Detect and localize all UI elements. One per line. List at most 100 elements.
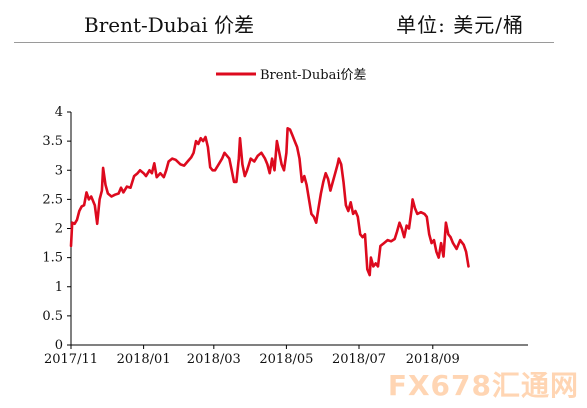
data-point [139,169,141,172]
data-point [253,160,256,163]
data-point [291,134,294,137]
data-point [88,198,90,201]
data-point [289,128,291,131]
x-tick-label: 2017/11 [44,352,98,367]
data-point [437,256,440,259]
data-point [467,265,470,268]
data-point [440,242,442,245]
data-point [202,140,205,143]
data-point [278,151,281,154]
data-point [256,154,259,157]
data-point [433,239,435,242]
chart-title: Brent-Dubai 价差 [84,13,255,37]
data-point [243,175,246,178]
data-point [315,221,318,224]
data-point [148,169,151,172]
data-point [430,242,433,245]
data-point [211,169,214,172]
data-point [293,140,296,143]
data-point [273,169,276,172]
data-point [102,167,104,169]
data-point [214,169,216,172]
data-point [359,233,362,236]
data-point [372,265,375,268]
series-line [69,127,470,277]
data-point [197,143,200,145]
data-point [459,239,462,242]
data-point [361,236,364,239]
data-point [167,160,170,163]
data-point [411,198,414,201]
data-point [192,151,195,154]
data-point [442,255,445,258]
data-point [301,181,303,183]
data-point [317,207,320,210]
chart-legend: Brent-Dubai价差 [216,68,366,83]
data-point [133,175,136,178]
data-point [136,172,139,175]
data-point [217,163,220,166]
data-point [345,204,347,207]
data-point [190,156,193,159]
data-point [331,181,334,183]
data-point [96,222,99,225]
data-point [110,195,113,198]
data-point [98,198,101,201]
data-point [228,157,231,160]
data-point [298,157,301,160]
data-point [410,210,413,212]
data-point [425,215,428,218]
data-point [230,169,233,172]
data-point [327,178,329,180]
x-tick-label: 2018/07 [332,352,386,367]
data-point [347,210,350,212]
data-point [207,146,209,148]
data-point [83,204,85,207]
data-point [383,242,385,245]
data-point [354,210,357,212]
data-point [233,181,235,183]
data-point [159,172,162,175]
data-point [447,233,450,236]
plot-area [69,127,470,277]
data-point [260,151,263,154]
data-point [340,163,343,166]
data-point [237,157,240,160]
data-point [151,172,153,175]
data-point [305,183,308,186]
data-point [276,140,278,143]
data-point [246,169,249,172]
data-point [155,176,158,179]
data-point [90,195,93,198]
data-point [104,183,107,186]
data-point [223,151,226,154]
y-tick-label: 2 [55,222,63,237]
data-point [356,215,359,218]
data-point [122,191,125,194]
watermark-logo: FX678汇通网 [387,369,579,402]
y-tick-label: 3 [55,163,63,178]
data-point [312,215,315,218]
data-point [85,191,88,194]
data-point [283,169,285,172]
data-point [296,146,298,148]
y-tick-label: 0.5 [42,309,63,324]
data-point [209,166,212,169]
data-point [268,172,271,175]
data-point [324,172,327,175]
data-point [416,213,419,215]
x-tick-label: 2018/01 [117,352,171,367]
data-point [101,189,103,192]
x-tick-label: 2018/05 [259,352,313,367]
data-point [334,172,337,175]
y-tick-label: 1.5 [42,251,63,266]
data-point [465,250,467,253]
data-point [396,230,398,233]
data-point [204,136,207,138]
data-point [435,250,438,253]
data-point [271,157,273,160]
data-point [78,210,81,212]
data-point [226,154,228,157]
y-tick-label: 3.5 [42,134,63,149]
data-point [370,256,372,259]
